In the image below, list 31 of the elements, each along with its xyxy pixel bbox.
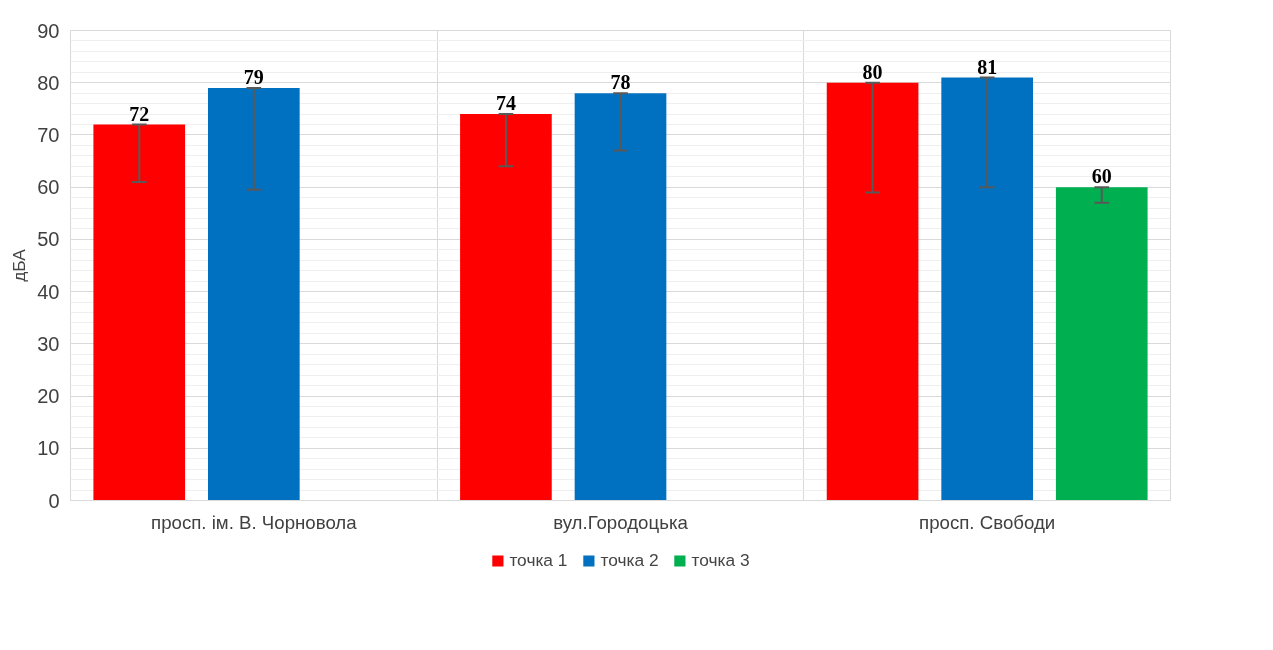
data-label: 74 xyxy=(495,92,516,115)
y-tick-label: 30 xyxy=(37,332,60,355)
bar xyxy=(93,124,186,501)
bar xyxy=(460,114,552,501)
data-label: 72 xyxy=(129,102,150,125)
x-tick-label: просп. Свободи xyxy=(919,511,1056,533)
legend-label: точка 2 xyxy=(600,549,659,571)
legend-label: точка 1 xyxy=(509,549,568,571)
bar xyxy=(826,82,919,501)
data-label: 60 xyxy=(1091,165,1112,188)
y-tick-label: 40 xyxy=(37,280,60,303)
y-tick-label: 50 xyxy=(37,228,60,251)
data-label: 81 xyxy=(977,55,998,78)
bar xyxy=(574,93,667,501)
y-tick-label: 10 xyxy=(37,437,60,460)
x-tick-label: вул.Городоцька xyxy=(553,511,689,533)
bar xyxy=(941,77,1033,501)
y-tick-label: 0 xyxy=(48,489,60,512)
data-label: 80 xyxy=(862,60,883,83)
y-tick-label: 70 xyxy=(37,123,60,146)
x-tick-label: просп. ім. В. Чорновола xyxy=(151,511,358,533)
y-tick-label: 90 xyxy=(37,19,60,42)
y-tick-label: 80 xyxy=(37,71,60,94)
data-label: 78 xyxy=(610,71,631,94)
legend-label: точка 3 xyxy=(691,549,750,571)
data-label: 79 xyxy=(243,65,264,88)
y-tick-label: 20 xyxy=(37,385,60,408)
y-tick-label: 60 xyxy=(37,176,60,199)
bar xyxy=(1055,187,1148,501)
y-axis-title: дБА xyxy=(9,248,30,282)
bar xyxy=(208,87,300,501)
